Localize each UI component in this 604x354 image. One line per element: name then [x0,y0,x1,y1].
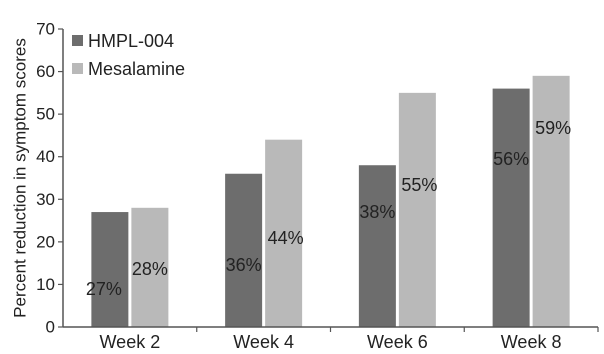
x-tick-label: Week 4 [233,332,294,352]
y-axis-ticks: 0 10 20 30 40 50 60 70 [36,20,63,337]
y-tick-label: 20 [36,232,55,251]
bars: 27% 28% 36% 44% 38% 55% 56% 59% [86,75,571,327]
legend-swatch [72,63,83,74]
x-tick-label: Week 6 [367,332,428,352]
y-tick-label: 70 [36,20,55,39]
bar-hmpl-004-week-8 [492,88,530,327]
data-label: 56% [493,149,529,169]
bar-mesalamine-week-2 [131,207,169,327]
x-tick-label: Week 8 [501,332,562,352]
legend-swatch [72,35,83,46]
y-tick-label: 50 [36,105,55,124]
data-label: 59% [535,118,571,138]
legend-label: HMPL-004 [88,31,174,51]
y-tick-label: 40 [36,147,55,166]
bar-mesalamine-week-4 [265,139,303,327]
data-label: 55% [401,175,437,195]
x-tick-label: Week 2 [100,332,161,352]
legend: HMPL-004 Mesalamine [72,31,185,79]
bar-mesalamine-week-8 [532,75,570,327]
x-axis-labels: Week 2 Week 4 Week 6 Week 8 [100,327,599,352]
y-tick-label: 60 [36,62,55,81]
data-label: 36% [226,255,262,275]
data-label: 38% [359,202,395,222]
y-tick-label: 0 [46,318,55,337]
y-tick-label: 10 [36,275,55,294]
data-label: 28% [132,259,168,279]
bar-hmpl-004-week-4 [225,173,263,327]
bar-hmpl-004-week-2 [91,212,129,327]
y-tick-label: 30 [36,190,55,209]
bar-mesalamine-week-6 [398,92,436,327]
data-label: 44% [268,228,304,248]
legend-label: Mesalamine [88,59,185,79]
bar-hmpl-004-week-6 [358,165,396,327]
y-axis-title: Percent reduction in symptom scores [11,38,30,318]
data-label: 27% [86,279,122,299]
